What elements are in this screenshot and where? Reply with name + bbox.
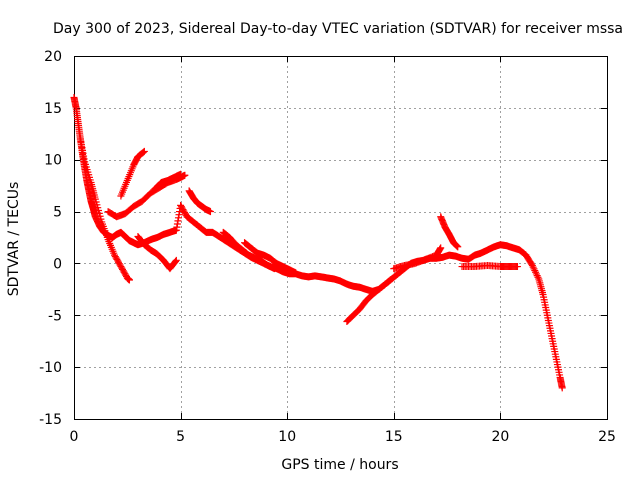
data-point — [531, 267, 539, 275]
y-tick-label: 5 — [53, 205, 62, 221]
x-tick-label: 25 — [598, 429, 616, 445]
data-point — [387, 276, 395, 284]
data-point — [534, 273, 542, 281]
y-tick-label: 20 — [44, 49, 62, 65]
y-tick-label: -5 — [48, 308, 62, 324]
y-tick-label: -10 — [39, 360, 62, 376]
x-tick-label: 5 — [176, 429, 185, 445]
series-arc-11 — [458, 262, 521, 271]
y-tick-label: -15 — [39, 412, 62, 428]
data-point — [172, 257, 180, 265]
x-tick-labels: 0 5 10 15 20 25 — [70, 429, 616, 445]
data-point — [206, 208, 214, 216]
data-point — [388, 275, 396, 283]
data-point — [172, 256, 180, 264]
data-point — [532, 270, 540, 278]
grid — [74, 56, 607, 419]
x-tick-label: 10 — [278, 429, 296, 445]
x-tick-label: 0 — [70, 429, 79, 445]
series-arc-early — [76, 135, 133, 284]
data-point — [454, 243, 462, 251]
data-point — [528, 260, 536, 268]
x-axis-label: GPS time / hours — [281, 457, 398, 473]
data-point — [437, 244, 445, 252]
data-point — [530, 265, 538, 273]
data-point — [125, 276, 133, 284]
data-point — [533, 272, 541, 280]
plot-frame — [74, 56, 608, 420]
data-point — [181, 171, 189, 179]
y-axis-label: SDTVAR / TECUs — [6, 182, 22, 297]
series-arc-dip — [134, 232, 180, 273]
data-point — [140, 147, 148, 155]
x-tick-label: 20 — [491, 429, 509, 445]
data-point — [532, 268, 540, 276]
data-point — [528, 262, 536, 270]
series-arc-8 — [343, 275, 396, 326]
series-main-trend — [70, 93, 566, 392]
y-tick-labels: -15 -10 -5 0 5 10 15 20 — [39, 49, 62, 428]
data-point — [386, 276, 394, 284]
y-tick-label: 10 — [44, 153, 62, 169]
series-arc-4 — [151, 170, 185, 193]
data-point — [292, 269, 300, 277]
data-point — [270, 265, 278, 273]
series-arc-7 — [241, 239, 300, 277]
y-tick-label: 15 — [44, 101, 62, 117]
data-point — [558, 384, 566, 392]
y-tick-label: 0 — [53, 256, 62, 272]
data-point — [177, 170, 185, 178]
data-point — [139, 149, 147, 157]
series-arc-10 — [437, 213, 462, 251]
series-arc-9 — [390, 244, 445, 273]
data-points — [70, 93, 566, 392]
series-arc-5 — [185, 187, 214, 216]
data-point — [513, 263, 521, 271]
series-arc-upper — [117, 147, 148, 200]
series-arc-6 — [219, 228, 278, 273]
chart-title: Day 300 of 2023, Sidereal Day-to-day VTE… — [53, 21, 623, 37]
x-tick-label: 15 — [385, 429, 403, 445]
data-point — [529, 263, 537, 271]
data-point — [140, 148, 148, 156]
